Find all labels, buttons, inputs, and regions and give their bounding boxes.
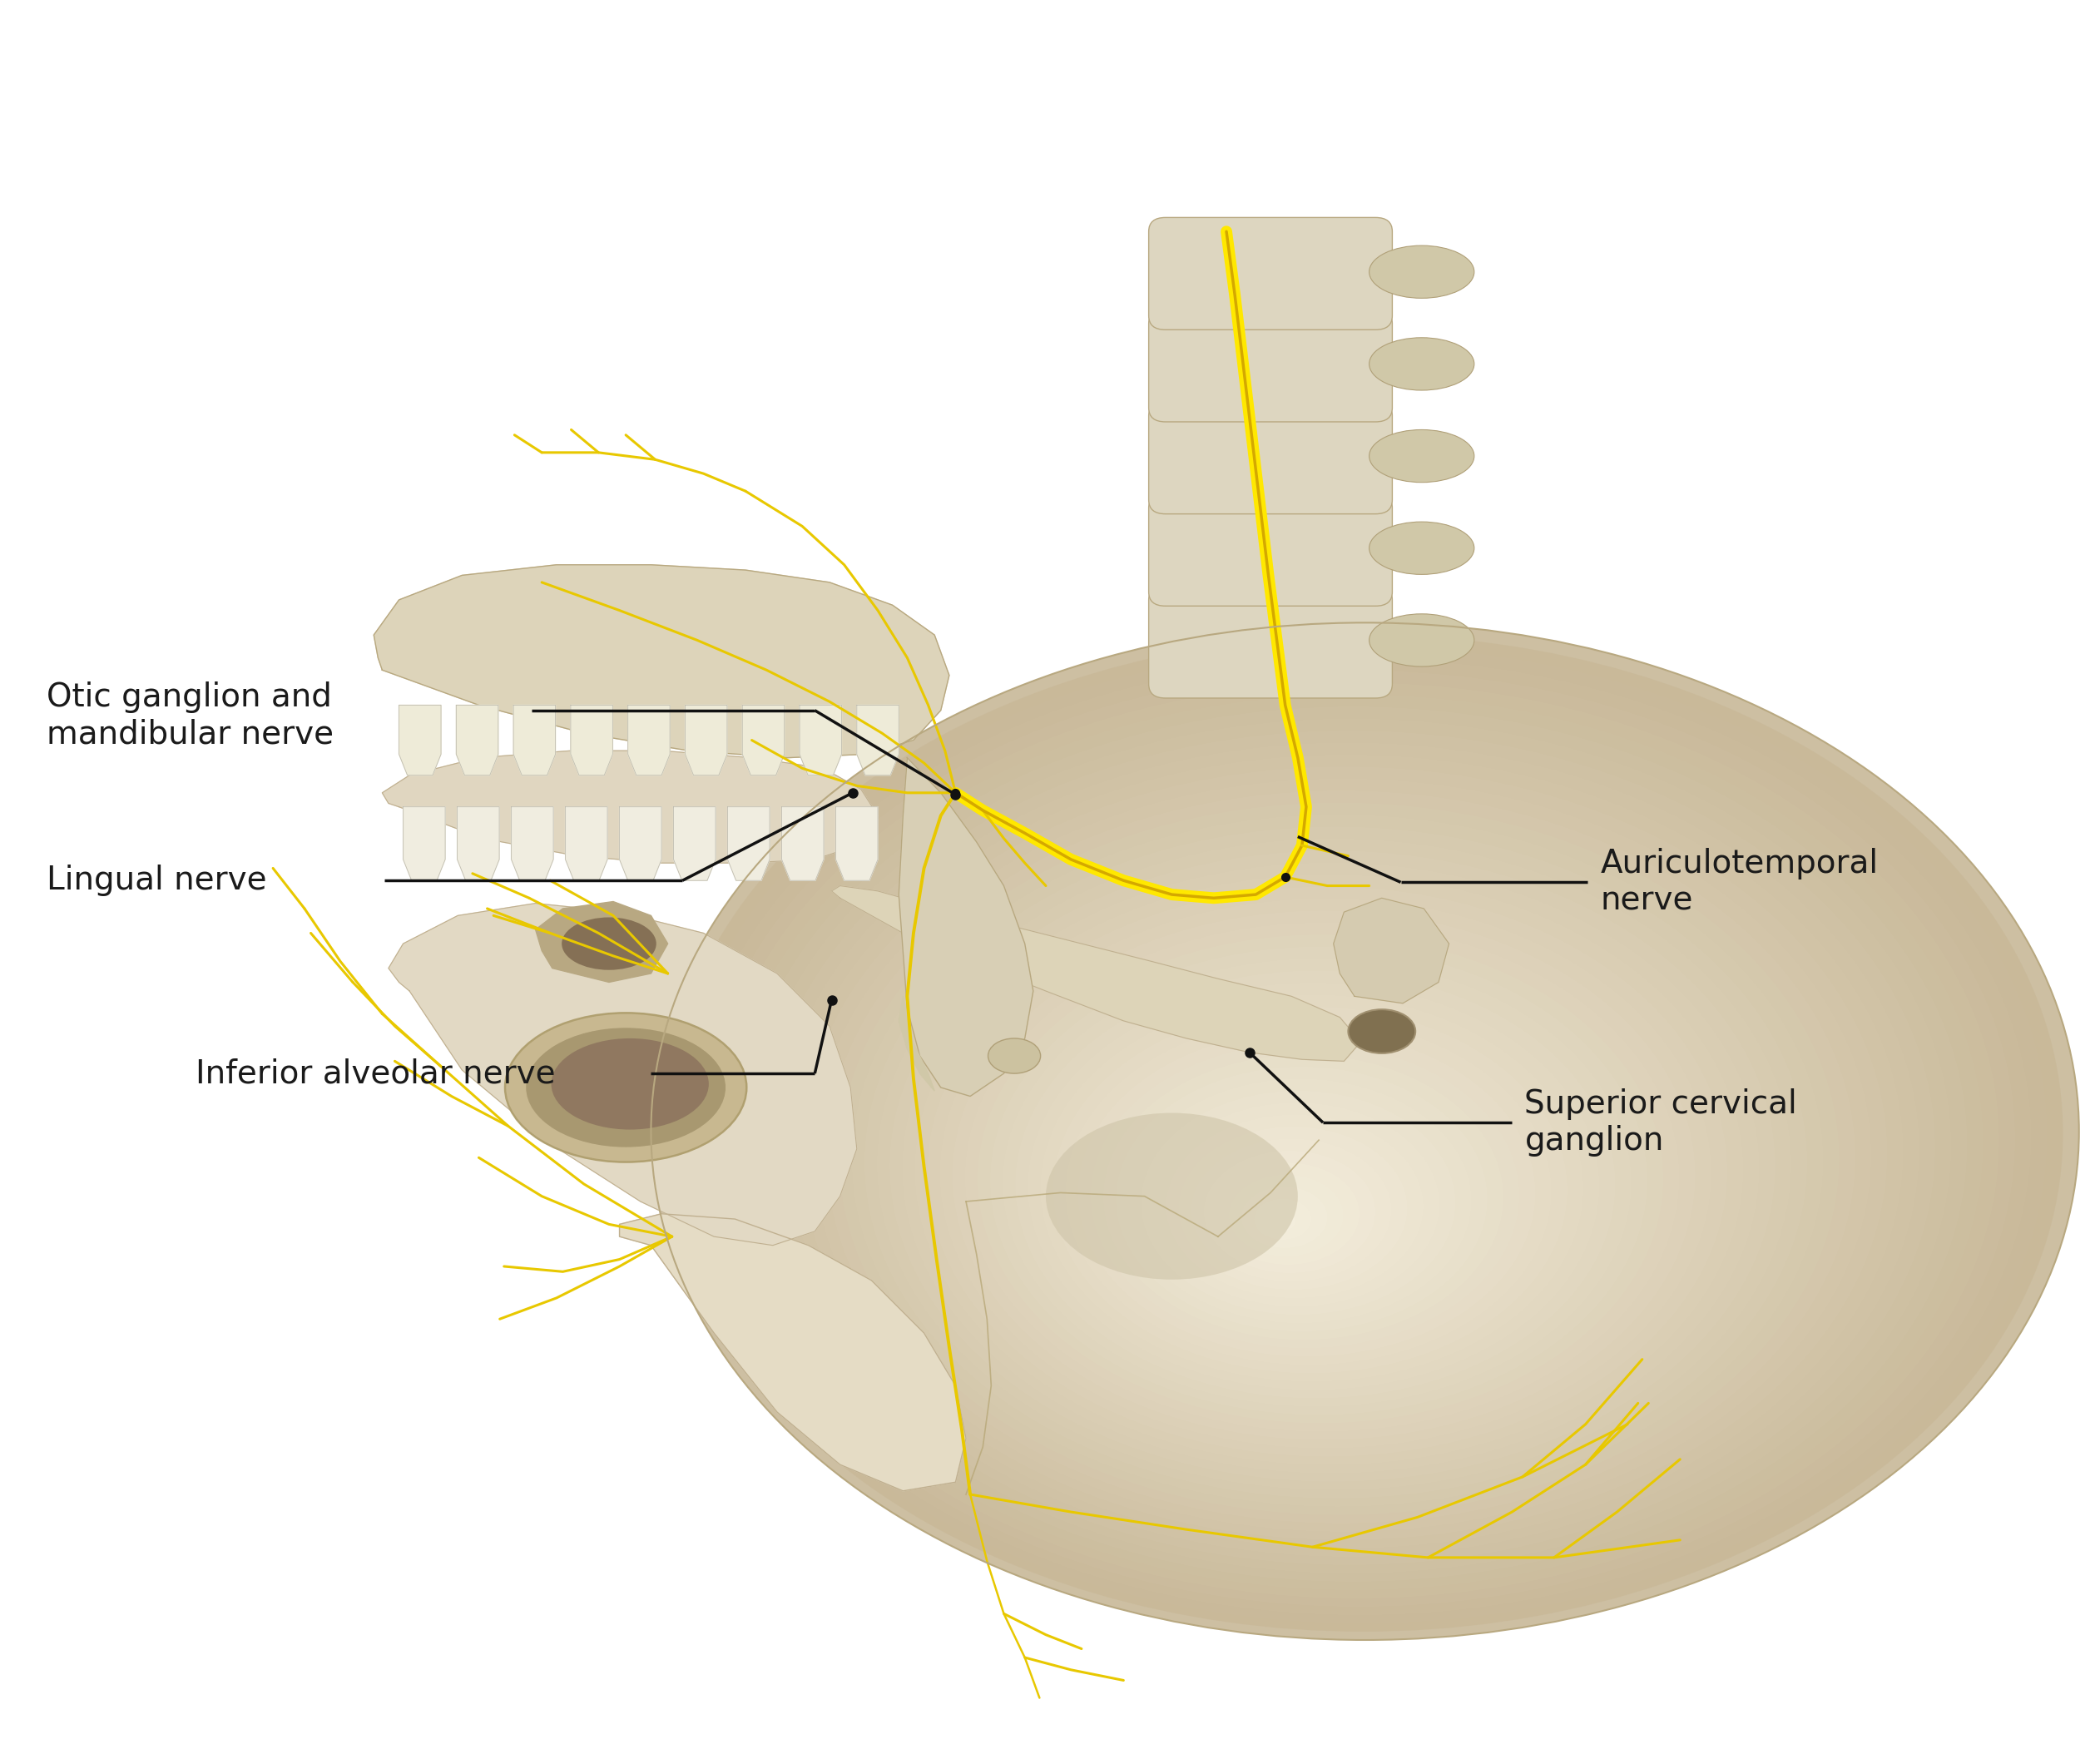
Ellipse shape xyxy=(1369,337,1474,389)
Polygon shape xyxy=(456,705,498,775)
Ellipse shape xyxy=(1115,1066,1487,1331)
Ellipse shape xyxy=(739,707,1968,1582)
Polygon shape xyxy=(512,705,554,775)
Polygon shape xyxy=(836,807,878,881)
Polygon shape xyxy=(899,996,934,1091)
Ellipse shape xyxy=(689,660,2031,1615)
Ellipse shape xyxy=(865,826,1808,1498)
Ellipse shape xyxy=(1029,982,1600,1389)
Ellipse shape xyxy=(878,838,1791,1489)
Polygon shape xyxy=(727,807,769,881)
Ellipse shape xyxy=(752,719,1951,1573)
Polygon shape xyxy=(512,807,554,881)
Ellipse shape xyxy=(827,791,1854,1522)
Ellipse shape xyxy=(777,742,1919,1556)
Ellipse shape xyxy=(1254,1200,1310,1240)
Ellipse shape xyxy=(664,635,2062,1631)
Ellipse shape xyxy=(928,888,1726,1456)
Text: Superior cervical
ganglion: Superior cervical ganglion xyxy=(1525,1089,1798,1156)
Ellipse shape xyxy=(1369,246,1474,298)
Polygon shape xyxy=(743,705,785,775)
Polygon shape xyxy=(382,751,878,863)
Ellipse shape xyxy=(504,1014,748,1163)
Ellipse shape xyxy=(853,816,1823,1507)
Ellipse shape xyxy=(953,910,1695,1440)
Ellipse shape xyxy=(1369,430,1474,482)
Ellipse shape xyxy=(991,947,1646,1415)
Ellipse shape xyxy=(1166,1116,1424,1298)
Ellipse shape xyxy=(1052,1007,1567,1373)
Polygon shape xyxy=(674,807,716,881)
Ellipse shape xyxy=(727,695,1982,1589)
Polygon shape xyxy=(571,705,613,775)
Polygon shape xyxy=(832,886,1361,1061)
FancyBboxPatch shape xyxy=(1149,402,1392,514)
Ellipse shape xyxy=(941,898,1712,1449)
Polygon shape xyxy=(1334,898,1449,1003)
FancyBboxPatch shape xyxy=(1149,309,1392,423)
Polygon shape xyxy=(899,758,1033,1096)
Polygon shape xyxy=(857,705,899,775)
Polygon shape xyxy=(800,705,842,775)
Polygon shape xyxy=(388,903,857,1245)
Polygon shape xyxy=(619,807,662,881)
Ellipse shape xyxy=(1241,1187,1327,1247)
Ellipse shape xyxy=(1004,959,1632,1407)
Ellipse shape xyxy=(651,623,2079,1640)
Polygon shape xyxy=(403,807,445,881)
Polygon shape xyxy=(628,705,670,775)
Polygon shape xyxy=(685,705,727,775)
Polygon shape xyxy=(781,807,823,881)
Polygon shape xyxy=(619,1214,966,1491)
Text: Inferior alveolar nerve: Inferior alveolar nerve xyxy=(195,1058,554,1089)
Ellipse shape xyxy=(802,766,1888,1540)
Ellipse shape xyxy=(550,1038,708,1130)
Ellipse shape xyxy=(890,851,1774,1482)
Ellipse shape xyxy=(714,682,1999,1598)
Ellipse shape xyxy=(563,917,655,970)
Text: Lingual nerve: Lingual nerve xyxy=(46,865,267,896)
FancyBboxPatch shape xyxy=(1149,586,1392,698)
Polygon shape xyxy=(536,902,668,982)
Ellipse shape xyxy=(676,647,2048,1622)
Ellipse shape xyxy=(790,754,1903,1549)
FancyBboxPatch shape xyxy=(1149,217,1392,330)
FancyBboxPatch shape xyxy=(1149,495,1392,607)
Ellipse shape xyxy=(1140,1091,1455,1316)
Ellipse shape xyxy=(1090,1044,1518,1349)
Ellipse shape xyxy=(764,731,1934,1565)
Polygon shape xyxy=(458,807,500,881)
Ellipse shape xyxy=(1046,1112,1298,1280)
Ellipse shape xyxy=(1077,1031,1535,1356)
Ellipse shape xyxy=(916,875,1743,1465)
Ellipse shape xyxy=(1042,995,1583,1382)
Ellipse shape xyxy=(701,670,2016,1607)
Polygon shape xyxy=(565,807,607,881)
Ellipse shape xyxy=(1369,523,1474,574)
Ellipse shape xyxy=(525,1028,727,1147)
Ellipse shape xyxy=(1065,1019,1552,1365)
Ellipse shape xyxy=(1266,1210,1296,1231)
Ellipse shape xyxy=(1216,1163,1359,1265)
Ellipse shape xyxy=(1016,970,1615,1398)
Ellipse shape xyxy=(1203,1151,1376,1273)
Ellipse shape xyxy=(1191,1138,1392,1280)
Ellipse shape xyxy=(979,935,1663,1422)
Ellipse shape xyxy=(1228,1175,1344,1256)
Ellipse shape xyxy=(815,779,1871,1531)
Polygon shape xyxy=(374,565,949,758)
Ellipse shape xyxy=(1153,1103,1438,1307)
Ellipse shape xyxy=(1103,1054,1504,1340)
Ellipse shape xyxy=(987,1038,1040,1073)
Text: Otic ganglion and
mandibular nerve: Otic ganglion and mandibular nerve xyxy=(46,682,334,749)
Ellipse shape xyxy=(840,803,1840,1515)
Polygon shape xyxy=(399,705,441,775)
Ellipse shape xyxy=(1348,1010,1415,1052)
Ellipse shape xyxy=(1128,1079,1472,1323)
Ellipse shape xyxy=(1178,1126,1407,1289)
Ellipse shape xyxy=(966,923,1680,1431)
Text: Auriculotemporal
nerve: Auriculotemporal nerve xyxy=(1600,849,1877,916)
Ellipse shape xyxy=(903,863,1760,1473)
Ellipse shape xyxy=(1369,614,1474,667)
